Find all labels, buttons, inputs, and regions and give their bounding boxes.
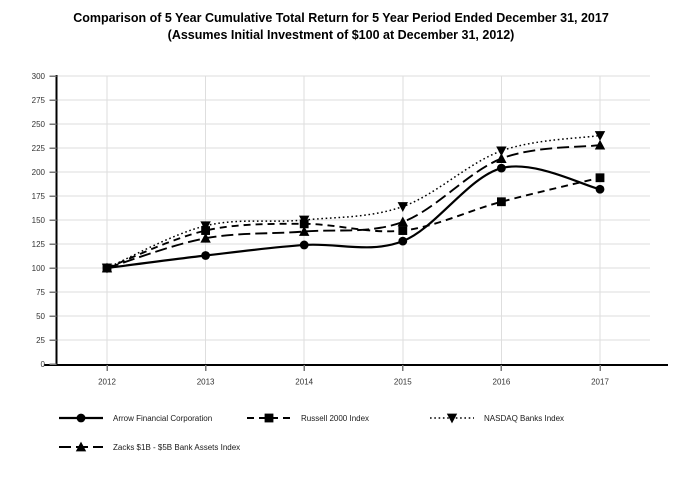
y-axis-label: 200 <box>32 168 46 177</box>
marker-triangle-down <box>594 131 606 141</box>
y-axis-label: 75 <box>36 288 45 297</box>
marker-triangle-up <box>397 216 408 227</box>
y-axis-labels: 0 25 50 75 100 125 150 175 200 225 250 275 300 <box>32 72 46 369</box>
marker-triangle-up <box>496 153 507 163</box>
marker-square <box>264 413 274 423</box>
y-axis-label: 100 <box>32 264 46 273</box>
marker-triangle-up <box>200 232 211 243</box>
legend-label-russell-2000: Russell 2000 Index <box>301 413 370 423</box>
chart-title-line1: Comparison of 5 Year Cumulative Total Re… <box>73 11 609 25</box>
marker-circle <box>497 163 506 173</box>
marker-circle <box>595 184 605 194</box>
y-axis-label: 275 <box>32 96 46 105</box>
marker-square <box>398 226 408 235</box>
legend-label-zacks-bank-assets: Zacks $1B - $5B Bank Assets Index <box>113 442 241 452</box>
series-markers-zacks-bank-assets <box>101 139 606 273</box>
legend-swatch-marker <box>76 413 86 423</box>
marker-square <box>299 219 309 229</box>
marker-circle <box>102 263 112 273</box>
chart-title-line2: (Assumes Initial Investment of $100 at D… <box>167 28 515 42</box>
legend-label-arrow-financial: Arrow Financial Corporation <box>113 413 213 423</box>
legend-swatch-marker <box>446 413 458 424</box>
x-axis-label: 2013 <box>197 378 215 387</box>
series-markers-russell-2000 <box>102 173 605 273</box>
y-axis-label: 225 <box>32 144 46 153</box>
marker-circle <box>398 236 408 246</box>
marker-square <box>201 226 210 235</box>
x-axis-label: 2016 <box>493 378 511 387</box>
series-line-zacks-bank-assets <box>106 144 601 269</box>
marker-triangle-down <box>496 146 507 157</box>
series-markers-arrow-financial <box>102 163 605 273</box>
y-axis-label: 250 <box>32 120 46 129</box>
legend-swatch-russell-2000 <box>247 413 291 423</box>
marker-triangle-down <box>397 202 408 212</box>
legend-item-arrow-financial: Arrow Financial Corporation <box>58 410 212 426</box>
legend-label-nasdaq-banks: NASDAQ Banks Index <box>484 413 565 423</box>
legend-swatch-zacks-bank-assets <box>59 441 103 452</box>
y-axis-label: 50 <box>36 312 45 321</box>
y-axis-label: 125 <box>32 240 46 249</box>
y-axis-label: 175 <box>32 192 46 201</box>
legend-swatch-marker <box>75 441 87 452</box>
legend-swatch-arrow-financial <box>59 413 103 423</box>
marker-circle <box>201 251 211 260</box>
marker-triangle-up <box>299 226 310 236</box>
y-axis-label: 150 <box>32 216 46 225</box>
x-axis-label: 2015 <box>394 378 412 387</box>
marker-square <box>595 173 605 183</box>
marker-triangle-down <box>446 413 458 424</box>
marker-triangle-up <box>594 139 606 150</box>
legend-item-zacks-bank-assets: Zacks $1B - $5B Bank Assets Index <box>58 439 240 455</box>
x-axis-label: 2017 <box>591 378 609 387</box>
x-axis-label: 2012 <box>98 378 116 387</box>
legend-item-nasdaq-banks: NASDAQ Banks Index <box>429 410 564 426</box>
x-axis-labels: 2012 2013 2014 2015 2016 2017 <box>98 378 609 387</box>
y-axis-label: 300 <box>32 72 46 81</box>
legend-item-russell-2000: Russell 2000 Index <box>246 410 369 426</box>
ticks <box>49 75 601 371</box>
series-line-arrow-financial <box>106 165 601 270</box>
series-markers-nasdaq-banks <box>101 131 606 274</box>
x-axis-label: 2014 <box>295 378 313 387</box>
y-axis-label: 25 <box>36 336 45 345</box>
marker-circle <box>76 413 86 423</box>
marker-square <box>497 197 506 207</box>
legend-swatch-nasdaq-banks <box>430 413 474 424</box>
legend-swatch-marker <box>264 413 274 423</box>
marker-triangle-up <box>75 441 87 452</box>
y-axis-label: 0 <box>41 360 46 369</box>
gridlines <box>56 75 650 365</box>
series-line-russell-2000 <box>106 176 601 269</box>
series-line-nasdaq-banks <box>106 134 601 269</box>
chart-title: Comparison of 5 Year Cumulative Total Re… <box>0 10 682 44</box>
marker-circle <box>299 240 309 250</box>
